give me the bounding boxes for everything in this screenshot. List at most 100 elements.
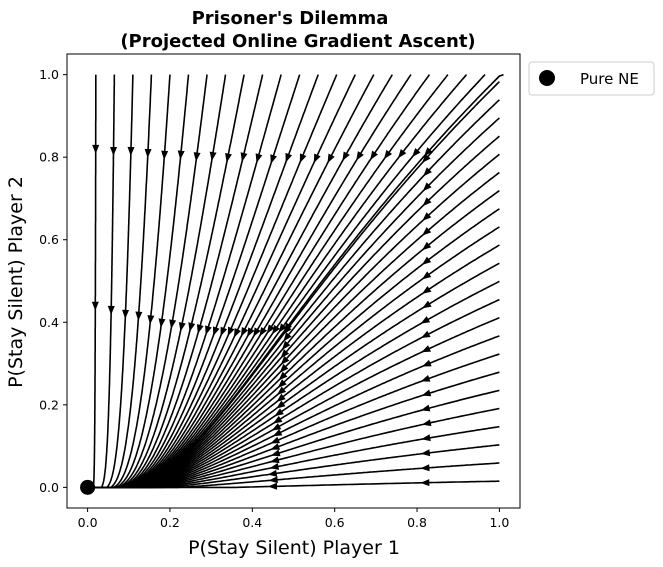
stream-arrowhead <box>421 359 432 367</box>
y-tick-label: 1.0 <box>39 67 59 82</box>
stream-arrowhead <box>240 327 249 337</box>
y-tick-label: 0.2 <box>39 397 59 412</box>
streamline <box>88 74 171 489</box>
streamline <box>88 189 500 489</box>
streamline <box>87 171 500 489</box>
y-axis-ticks: 0.0 0.2 0.4 0.6 0.8 1.0 <box>39 67 67 495</box>
stream-arrowhead <box>421 345 432 353</box>
streamline <box>88 117 500 489</box>
stream-arrowhead <box>283 332 292 342</box>
streamline <box>87 74 393 489</box>
stream-arrowhead <box>383 149 393 160</box>
x-tick-label: 0.2 <box>160 515 180 530</box>
streamline <box>88 74 449 489</box>
legend-marker-pure-ne <box>539 70 555 86</box>
chart-title-line-2: (Projected Online Gradient Ascent) <box>120 31 475 52</box>
stream-arrowhead <box>269 462 280 470</box>
stream-arrowhead <box>421 285 432 294</box>
stream-arrowhead <box>420 316 431 324</box>
streamline <box>88 74 468 489</box>
stream-arrowhead <box>161 150 169 160</box>
stream-arrowhead <box>370 150 379 161</box>
stream-arrowhead <box>280 349 290 359</box>
stream-arrowhead <box>135 311 143 321</box>
stream-arrowhead <box>266 324 275 334</box>
streamline <box>88 74 431 489</box>
stream-arrowhead <box>422 182 432 192</box>
stream-arrows <box>91 144 433 490</box>
legend-box <box>528 61 655 96</box>
stream-arrowhead <box>280 355 290 365</box>
stream-arrowhead <box>110 146 118 156</box>
stream-arrowhead <box>233 327 241 338</box>
stream-arrowhead <box>276 400 286 409</box>
stream-arrowhead <box>327 153 335 164</box>
streamline <box>87 74 357 489</box>
stream-arrowhead <box>269 456 280 464</box>
x-axis-label: P(Stay Silent) Player 1 <box>188 537 400 559</box>
stream-arrowhead <box>283 325 292 335</box>
stream-arrowhead <box>278 323 287 333</box>
stream-arrowhead <box>169 319 177 329</box>
y-tick-label: 0.8 <box>39 150 59 165</box>
streamline <box>88 74 97 489</box>
pure-ne-marker <box>80 479 96 495</box>
stream-arrowhead <box>276 386 287 396</box>
stream-arrowhead <box>253 327 261 337</box>
stream-arrowhead <box>420 479 430 487</box>
stream-arrowhead <box>271 324 280 335</box>
legend: Pure NE <box>528 61 655 96</box>
streamline <box>88 244 500 489</box>
stream-arrowhead <box>356 151 364 161</box>
stream-arrowhead <box>279 363 289 373</box>
chart-title-line-1: Prisoner's Dilemma <box>192 8 389 29</box>
legend-label-pure-ne: Pure NE <box>580 70 639 88</box>
stream-arrowhead <box>270 443 281 450</box>
stream-arrowhead <box>247 327 255 337</box>
stream-arrowhead <box>423 167 432 177</box>
streamline <box>87 74 245 489</box>
streamline <box>88 74 338 489</box>
data-points <box>80 479 96 495</box>
streamline <box>87 74 282 489</box>
stream-arrowhead <box>274 408 284 417</box>
streamline <box>87 74 208 489</box>
stream-arrowhead <box>420 404 431 412</box>
stream-arrowhead <box>421 389 432 397</box>
x-tick-label: 0.4 <box>242 515 262 530</box>
stream-arrowhead <box>421 256 432 265</box>
stream-arrowhead <box>422 300 432 309</box>
stream-arrowhead <box>240 152 248 162</box>
streamline <box>87 81 500 489</box>
stream-arrowhead <box>421 434 431 442</box>
stream-arrowhead <box>92 144 100 154</box>
stream-arrowhead <box>205 325 212 336</box>
streamline <box>88 74 301 489</box>
y-tick-label: 0.0 <box>39 480 59 495</box>
stream-arrowhead <box>91 301 99 311</box>
stream-arrowhead <box>420 375 431 382</box>
stream-arrowhead <box>313 153 321 164</box>
stream-arrowhead <box>259 326 268 337</box>
x-axis-ticks: 0.0 0.2 0.4 0.6 0.8 1.0 <box>78 508 509 530</box>
stream-arrowhead <box>212 326 220 337</box>
stream-arrowhead <box>271 423 282 431</box>
stream-arrowhead <box>147 315 155 325</box>
stream-arrowhead <box>423 147 433 157</box>
stream-arrowhead <box>220 326 228 337</box>
stream-arrowhead <box>122 309 130 319</box>
stream-arrowhead <box>285 152 293 163</box>
stream-arrowhead <box>422 197 432 207</box>
stream-arrowhead <box>422 212 432 221</box>
stream-arrowhead <box>278 371 288 381</box>
stream-arrowhead <box>270 154 277 164</box>
streamline <box>88 74 116 489</box>
streamline <box>88 99 500 489</box>
streamline <box>87 74 486 489</box>
stream-arrowhead <box>270 436 281 444</box>
streamlines <box>87 73 504 489</box>
x-tick-label: 0.0 <box>78 515 98 530</box>
stream-arrowhead <box>196 324 204 334</box>
stream-arrowhead <box>398 148 407 159</box>
